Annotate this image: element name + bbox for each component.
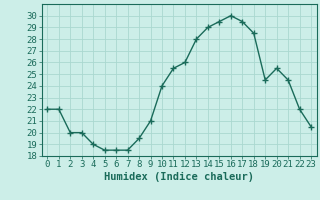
X-axis label: Humidex (Indice chaleur): Humidex (Indice chaleur) — [104, 172, 254, 182]
